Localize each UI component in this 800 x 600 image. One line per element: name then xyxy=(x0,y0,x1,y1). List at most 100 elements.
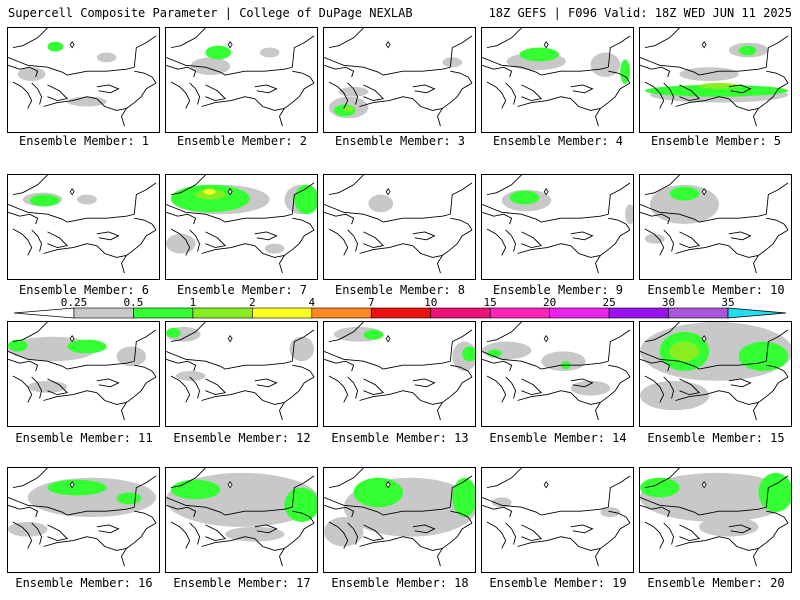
geography-outline xyxy=(133,475,157,508)
geography-outline xyxy=(254,231,278,241)
geography-outline xyxy=(765,475,789,508)
panel-label: Ensemble Member: 10 xyxy=(647,283,785,297)
geography-outline xyxy=(166,351,226,370)
panel-label: Ensemble Member: 17 xyxy=(173,576,311,590)
geography-outline xyxy=(607,329,631,362)
geography-outline xyxy=(608,364,631,378)
scp-green-area xyxy=(620,59,631,84)
geography-outline xyxy=(679,378,701,396)
geography-outline xyxy=(486,175,522,196)
geography-outline xyxy=(170,175,206,196)
panel-label: Ensemble Member: 1 xyxy=(18,134,150,148)
header-title: Supercell Composite Parameter | College … xyxy=(8,6,413,20)
scp-gray-area xyxy=(116,346,147,367)
map-svg xyxy=(640,28,789,127)
colorbar-tick-label: 0.25 xyxy=(61,296,88,309)
scp-gray-area xyxy=(644,233,665,244)
map-svg xyxy=(324,175,473,274)
geography-outline xyxy=(412,245,443,258)
panel-label: Ensemble Member: 13 xyxy=(331,431,469,445)
geography-outline xyxy=(521,378,543,396)
geography-outline xyxy=(8,64,39,78)
geography-outline xyxy=(12,468,48,489)
geography-outline xyxy=(328,28,364,49)
geography-outline xyxy=(644,28,680,49)
geography-outline xyxy=(170,322,206,343)
map-svg xyxy=(482,28,631,127)
geography-outline xyxy=(570,84,594,94)
geography-outline xyxy=(449,35,473,68)
geography-outline xyxy=(675,390,729,401)
colorbar-tick-label: 15 xyxy=(484,296,497,309)
geography-outline xyxy=(437,542,451,567)
scp-green-area xyxy=(47,479,107,496)
map-svg xyxy=(640,468,791,567)
geography-outline xyxy=(486,521,507,549)
scp-gray-area xyxy=(338,86,369,97)
geography-outline xyxy=(134,522,157,543)
scp-green-area xyxy=(462,346,475,362)
geography-outline xyxy=(363,231,385,249)
scp-gray-area xyxy=(590,52,621,78)
geography-outline xyxy=(608,522,631,543)
geography-outline xyxy=(121,249,135,274)
geography-outline xyxy=(486,322,522,343)
geography-outline xyxy=(170,28,206,49)
geography-outline xyxy=(608,229,631,250)
scp-green-area xyxy=(363,329,384,340)
geography-outline xyxy=(134,510,157,524)
geography-outline xyxy=(8,351,68,370)
geography-outline xyxy=(31,376,43,399)
geography-outline xyxy=(541,66,609,76)
geography-outline xyxy=(292,510,315,524)
colorbar-segment xyxy=(608,307,669,319)
scp-green-area xyxy=(519,47,559,62)
geography-outline xyxy=(47,524,69,542)
geography-outline xyxy=(570,231,594,241)
geography-outline xyxy=(279,542,293,567)
geography-outline xyxy=(450,70,473,84)
scp-gray-area xyxy=(570,380,611,396)
ensemble-map-12 xyxy=(165,321,318,427)
geography-outline xyxy=(291,329,315,362)
geography-outline xyxy=(189,522,201,545)
geography-outline xyxy=(8,211,39,225)
ensemble-map-13 xyxy=(323,321,476,427)
scp-green-area xyxy=(29,194,60,207)
geography-outline xyxy=(383,66,451,76)
geography-outline xyxy=(347,522,359,545)
geography-outline xyxy=(201,243,255,254)
geography-outline xyxy=(254,245,285,258)
scp-gray-area xyxy=(679,67,739,81)
colorbar-segment xyxy=(430,307,491,319)
geography-outline xyxy=(607,182,631,215)
scp-gray-area xyxy=(166,233,196,254)
scp-gray-area xyxy=(175,371,206,381)
geography-outline xyxy=(607,475,631,508)
scp-green-area xyxy=(47,41,64,52)
geography-outline xyxy=(225,66,293,76)
geography-outline xyxy=(412,538,443,551)
scp-green-area xyxy=(205,45,232,60)
ensemble-map-8 xyxy=(323,174,476,280)
geography-outline xyxy=(225,213,293,223)
geography-outline xyxy=(570,392,601,405)
geography-outline xyxy=(328,375,349,403)
colorbar-tick-label: 20 xyxy=(543,296,556,309)
panel-label: Ensemble Member: 14 xyxy=(489,431,627,445)
geography-outline xyxy=(482,204,542,223)
geography-outline xyxy=(663,229,675,252)
geography-outline xyxy=(644,81,665,109)
location-marker-icon xyxy=(227,188,233,196)
geography-outline xyxy=(517,96,571,107)
geography-outline xyxy=(412,98,443,111)
scp-green-area xyxy=(166,327,181,338)
geography-outline xyxy=(450,229,473,250)
geography-outline xyxy=(254,378,278,388)
geography-outline xyxy=(766,82,789,103)
geography-outline xyxy=(450,82,473,103)
geography-outline xyxy=(541,360,609,370)
location-marker-icon xyxy=(69,188,75,196)
geography-outline xyxy=(482,504,513,518)
geography-outline xyxy=(328,228,349,256)
